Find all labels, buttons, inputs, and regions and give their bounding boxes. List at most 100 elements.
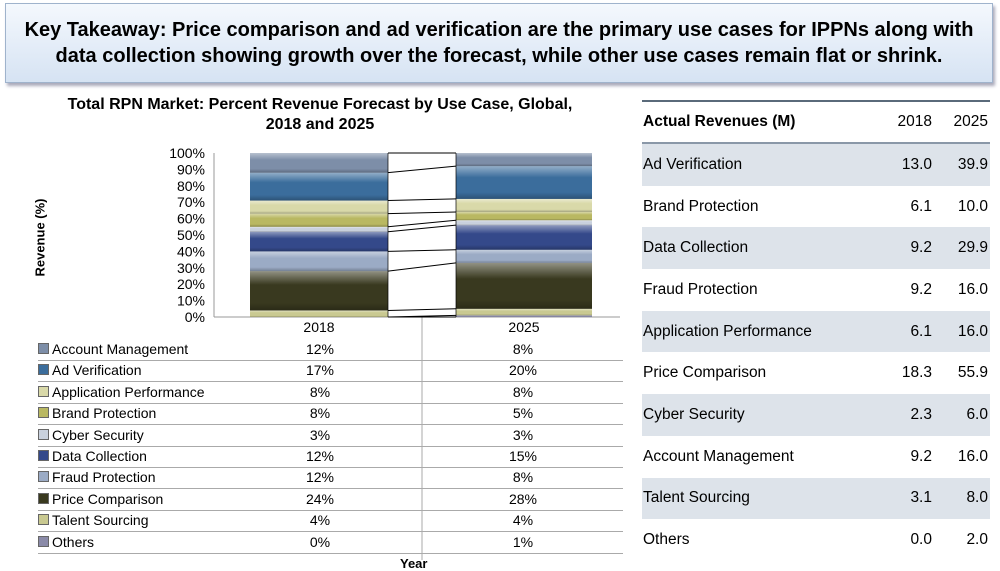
legend-swatch-icon xyxy=(38,492,49,504)
bar-segment-shading xyxy=(456,166,592,199)
bar-segment-shading xyxy=(456,308,592,316)
revenue-row: Application Performance 6.1 16.0 xyxy=(642,310,990,353)
revenue-2025: 16.0 xyxy=(957,447,988,465)
value-2025: 8% xyxy=(512,469,534,486)
revenue-2025: 2.0 xyxy=(966,531,988,549)
table-row: Account Management 12% 8% xyxy=(38,339,623,361)
revenue-row: Ad Verification 13.0 39.9 xyxy=(642,144,990,186)
revenue-2018: 6.1 xyxy=(910,322,932,340)
chart-title: Total RPN Market: Percent Revenue Foreca… xyxy=(67,96,573,133)
revenue-2025: 8.0 xyxy=(966,489,988,507)
bar-segment-shading xyxy=(250,251,388,272)
connector-line xyxy=(387,308,457,311)
connector-line xyxy=(387,249,457,252)
value-2018: 12% xyxy=(305,448,335,464)
revenue-2018: 3.1 xyxy=(910,489,932,507)
revenue-row: Account Management 9.2 16.0 xyxy=(642,436,990,478)
connector-line xyxy=(387,165,457,174)
header-label: Actual Revenues (M) xyxy=(643,113,796,130)
bar-segment-shading xyxy=(456,249,592,263)
revenue-row: Price Comparison 18.3 55.9 xyxy=(642,352,990,394)
bar-segment-shading xyxy=(456,315,592,317)
revenue-row: Cyber Security 2.3 6.0 xyxy=(642,394,990,436)
revenues-header: Actual Revenues (M) 2018 2025 xyxy=(642,102,990,144)
value-2025: 8% xyxy=(512,341,534,357)
table-row: Application Performance 8% 8% xyxy=(38,382,623,404)
y-tick-label: 90% xyxy=(177,161,205,177)
connector-line xyxy=(387,224,457,233)
value-2018: 4% xyxy=(309,512,331,529)
value-2025: 1% xyxy=(512,533,534,550)
table-row: Cyber Security 3% 3% xyxy=(38,425,623,447)
bar-segment-shading xyxy=(250,200,388,214)
series-name: Others xyxy=(52,533,95,550)
bar-segment-shading xyxy=(456,262,592,309)
table-row: Price Comparison 24% 28% xyxy=(38,489,623,511)
header-2025: 2025 xyxy=(953,113,988,130)
key-takeaway-text: Key Takeaway: Price comparison and ad ve… xyxy=(24,19,974,67)
bar-segment-shading xyxy=(456,198,592,213)
connector-line xyxy=(387,314,457,318)
legend-swatch-icon xyxy=(38,364,49,376)
x-tick-label: 2018 xyxy=(303,319,334,335)
value-2018: 24% xyxy=(305,490,335,507)
y-tick-label: 40% xyxy=(177,243,205,259)
revenue-2025: 16.0 xyxy=(957,280,988,298)
bar-segment-shading xyxy=(456,212,592,221)
series-name: Cyber Security xyxy=(52,426,144,443)
table-row: Others 0% 1% xyxy=(38,532,623,554)
legend-swatch-icon xyxy=(38,450,49,461)
connector-line xyxy=(387,211,457,215)
series-name: Account Management xyxy=(52,341,189,357)
x-tick-label: 2025 xyxy=(508,319,539,335)
revenue-2018: 9.2 xyxy=(910,280,932,298)
value-2025: 20% xyxy=(508,362,538,379)
revenue-row: Brand Protection 6.1 10.0 xyxy=(642,186,990,228)
value-2018: 17% xyxy=(305,362,335,379)
revenue-2018: 2.3 xyxy=(910,405,932,423)
value-2018: 12% xyxy=(305,341,335,357)
y-tick-label: 10% xyxy=(177,293,205,309)
revenue-2025: 10.0 xyxy=(957,197,988,215)
revenue-2025: 16.0 xyxy=(957,322,988,340)
bar-segment-shading xyxy=(456,153,592,167)
revenue-2018: 18.3 xyxy=(901,364,932,382)
table-row: Fraud Protection 12% 8% xyxy=(38,467,623,490)
value-2018: 8% xyxy=(309,383,331,400)
use-case: Account Management xyxy=(643,447,794,465)
connector-line xyxy=(387,262,457,272)
value-2018: 3% xyxy=(309,426,331,443)
revenue-2025: 6.0 xyxy=(966,405,988,423)
legend-swatch-icon xyxy=(38,471,49,483)
series-name: Price Comparison xyxy=(52,490,164,507)
series-name: Data Collection xyxy=(52,448,147,464)
table-row: Talent Sourcing 4% 4% xyxy=(38,510,623,533)
use-case: Others xyxy=(643,531,690,549)
revenue-2018: 9.2 xyxy=(910,239,932,257)
bar-segment-shading xyxy=(456,225,592,250)
revenue-row: Talent Sourcing 3.1 8.0 xyxy=(642,477,990,520)
revenue-2025: 29.9 xyxy=(957,239,988,257)
revenue-row: Data Collection 9.2 29.9 xyxy=(642,227,990,270)
y-tick-label: 100% xyxy=(169,145,205,161)
use-case: Ad Verification xyxy=(643,155,743,173)
y-tick-label: 30% xyxy=(177,260,205,276)
revenue-2025: 55.9 xyxy=(957,364,988,382)
value-2025: 8% xyxy=(512,383,534,400)
series-name: Talent Sourcing xyxy=(52,512,149,529)
y-tick-label: 20% xyxy=(177,276,205,292)
stacked-bar-chart: 0%10%20%30%40%50%60%70%80%90%100%2018 202… xyxy=(169,145,620,560)
revenue-2018: 0.0 xyxy=(910,531,932,549)
y-tick-label: 50% xyxy=(177,227,205,243)
use-case: Brand Protection xyxy=(643,197,759,215)
use-case: Fraud Protection xyxy=(643,280,758,298)
connector-line xyxy=(387,198,457,202)
revenue-row: Others 0.0 2.0 xyxy=(642,519,990,561)
series-name: Fraud Protection xyxy=(52,469,156,486)
value-2018: 0% xyxy=(309,533,331,550)
bar-segment-shading xyxy=(250,310,388,317)
table-row: Data Collection 12% 15% xyxy=(38,446,623,468)
revenue-2018: 6.1 xyxy=(910,197,932,215)
value-2025: 28% xyxy=(508,490,538,507)
series-name: Application Performance xyxy=(52,383,205,400)
